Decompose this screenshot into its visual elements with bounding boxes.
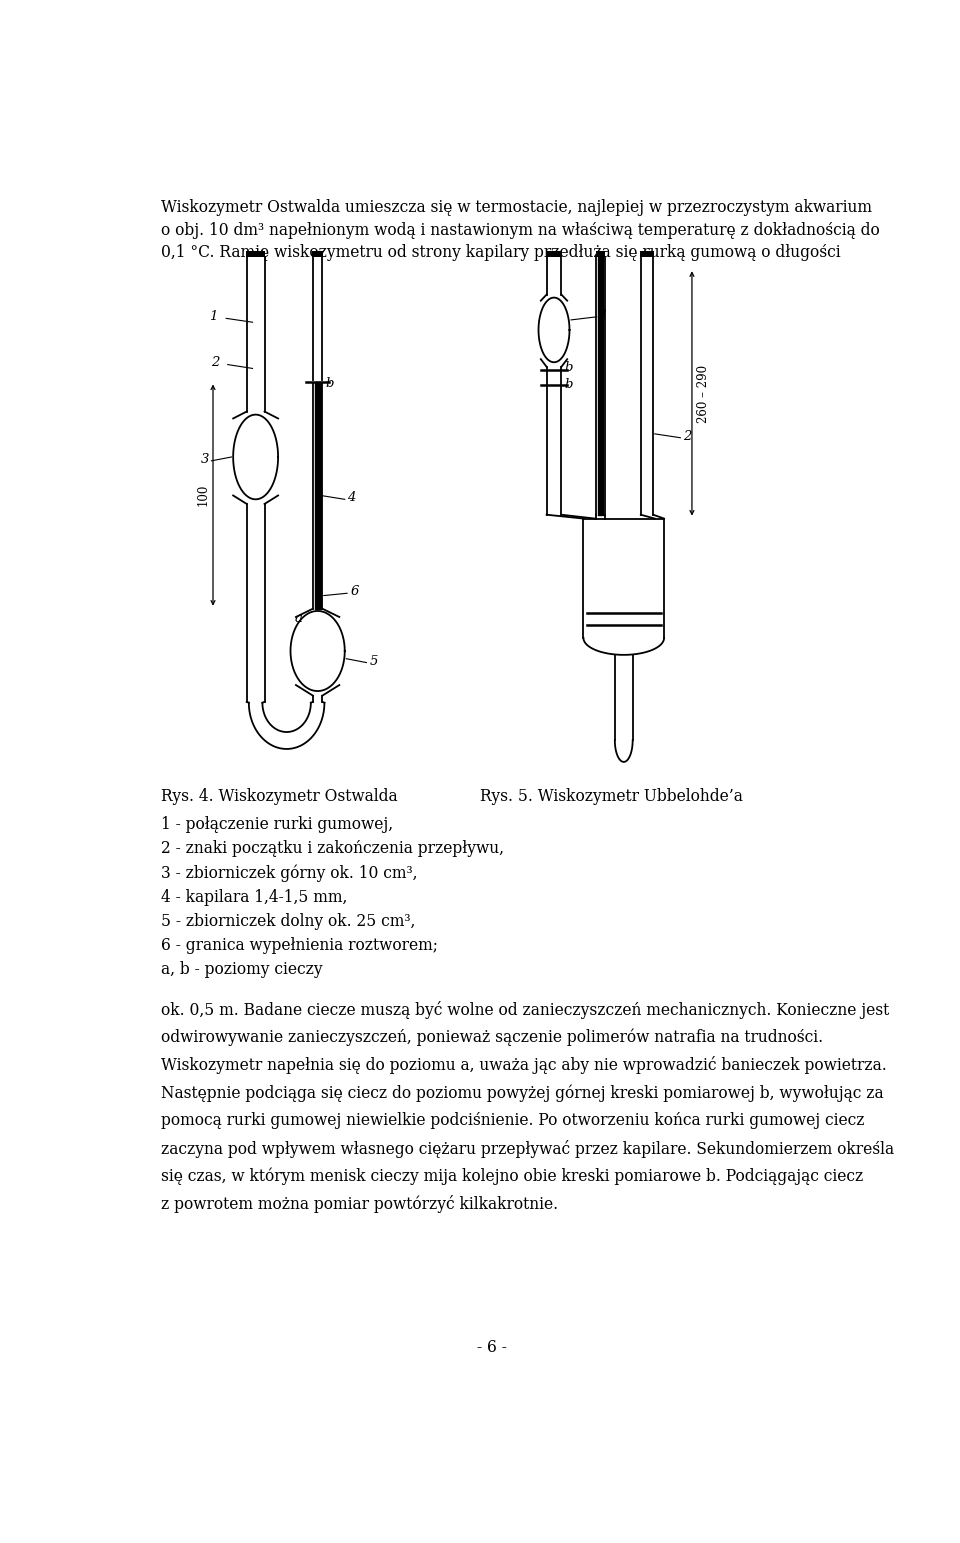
Text: 1 - połączenie rurki gumowej,: 1 - połączenie rurki gumowej, (161, 816, 394, 833)
Text: odwirowywanie zanieczyszczeń, ponieważ sączenie polimerów natrafia na trudności.: odwirowywanie zanieczyszczeń, ponieważ s… (161, 1029, 824, 1046)
Text: 3: 3 (201, 452, 209, 466)
Text: zaczyna pod wpływem własnego ciężaru przepływać przez kapilare. Sekundomierzem o: zaczyna pod wpływem własnego ciężaru prz… (161, 1140, 894, 1157)
Text: 5: 5 (370, 654, 378, 668)
Text: Rys. 5. Wiskozymetr Ubbelohde’a: Rys. 5. Wiskozymetr Ubbelohde’a (480, 788, 743, 805)
Text: a: a (295, 613, 302, 625)
Text: 0,1 °C. Ramię wiskozymetru od strony kapilary przedłuża się rurką gumową o długo: 0,1 °C. Ramię wiskozymetru od strony kap… (161, 244, 841, 261)
Text: 100: 100 (196, 485, 209, 506)
FancyBboxPatch shape (546, 252, 562, 256)
Text: a, b - poziomy cieczy: a, b - poziomy cieczy (161, 961, 323, 978)
FancyBboxPatch shape (640, 252, 654, 256)
Text: 2 - znaki początku i zakończenia przepływu,: 2 - znaki początku i zakończenia przepły… (161, 839, 504, 856)
Text: Wiskozymetr Ostwalda umieszcza się w termostacie, najlepiej w przezroczystym akw: Wiskozymetr Ostwalda umieszcza się w ter… (161, 199, 872, 216)
Text: b: b (564, 361, 573, 373)
Text: Rys. 4. Wiskozymetr Ostwalda: Rys. 4. Wiskozymetr Ostwalda (161, 788, 397, 805)
Text: 2: 2 (683, 429, 691, 443)
Text: 6 - granica wypełnienia roztworem;: 6 - granica wypełnienia roztworem; (161, 937, 438, 954)
Text: 5 - zbiorniczek dolny ok. 25 cm³,: 5 - zbiorniczek dolny ok. 25 cm³, (161, 913, 416, 930)
Text: 4 - kapilara 1,4-1,5 mm,: 4 - kapilara 1,4-1,5 mm, (161, 889, 348, 906)
FancyBboxPatch shape (312, 252, 323, 256)
Text: 1: 1 (599, 309, 608, 322)
Text: - 6 -: - 6 - (477, 1339, 507, 1356)
Text: Następnie podciąga się ciecz do poziomu powyżej górnej kreski pomiarowej b, wywo: Następnie podciąga się ciecz do poziomu … (161, 1085, 884, 1102)
Text: 4: 4 (348, 491, 355, 503)
Text: 3 - zbiorniczek górny ok. 10 cm³,: 3 - zbiorniczek górny ok. 10 cm³, (161, 864, 418, 881)
Text: pomocą rurki gumowej niewielkie podciśnienie. Po otworzeniu końca rurki gumowej : pomocą rurki gumowej niewielkie podciśni… (161, 1113, 865, 1129)
Text: b: b (564, 378, 573, 390)
FancyBboxPatch shape (246, 252, 265, 256)
Text: 1: 1 (209, 310, 218, 322)
Text: b: b (325, 376, 334, 389)
Text: się czas, w którym menisk cieczy mija kolejno obie kreski pomiarowe b. Podciągaj: się czas, w którym menisk cieczy mija ko… (161, 1168, 863, 1185)
Text: 2: 2 (210, 356, 219, 369)
Text: 6: 6 (350, 585, 358, 599)
Text: ok. 0,5 m. Badane ciecze muszą być wolne od zanieczyszczeń mechanicznych. Koniec: ok. 0,5 m. Badane ciecze muszą być wolne… (161, 1001, 889, 1018)
Text: z powrotem można pomiar powtórzyć kilkakrotnie.: z powrotem można pomiar powtórzyć kilkak… (161, 1194, 558, 1213)
Text: o obj. 10 dm³ napełnionym wodą i nastawionym na właściwą temperaturę z dokładnoś: o obj. 10 dm³ napełnionym wodą i nastawi… (161, 222, 879, 239)
FancyBboxPatch shape (595, 252, 606, 256)
Text: 260 – 290: 260 – 290 (697, 364, 709, 423)
Text: Wiskozymetr napełnia się do poziomu a, uważa jąc aby nie wprowadzić banieczek po: Wiskozymetr napełnia się do poziomu a, u… (161, 1057, 887, 1074)
